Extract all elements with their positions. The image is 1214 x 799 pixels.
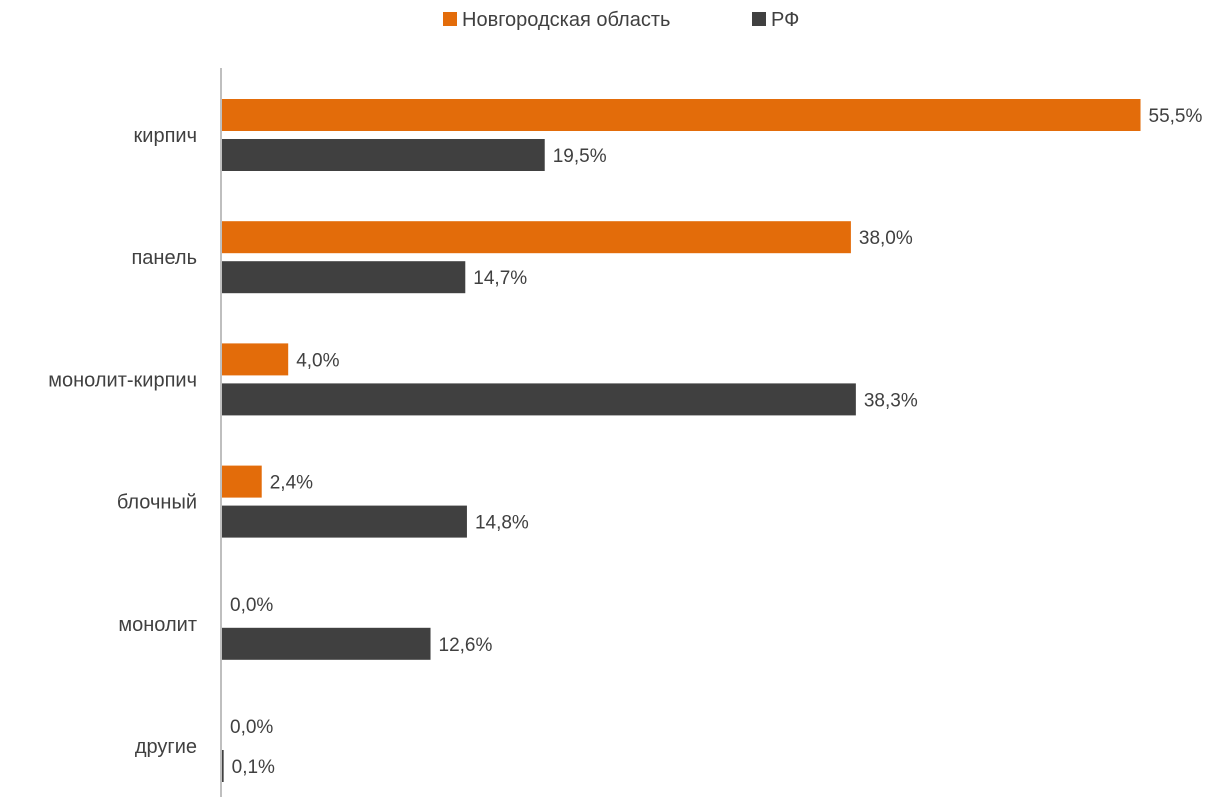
bar-rf: [222, 139, 545, 171]
legend-label-rf: РФ: [771, 9, 799, 31]
category-label: панель: [131, 247, 197, 269]
data-label-rf: 38,3%: [864, 390, 918, 411]
data-label-rf: 14,8%: [475, 513, 529, 534]
category-label: монолит-кирпич: [48, 369, 197, 391]
legend-label-novgorod: Новгородская область: [462, 9, 670, 31]
data-label-rf: 0,1%: [232, 757, 275, 778]
category-label: блочный: [117, 492, 197, 514]
category-label: монолит: [118, 614, 197, 636]
bar-rf: [222, 627, 431, 660]
data-label-rf: 14,7%: [473, 268, 527, 289]
bar-novgorod: [222, 221, 851, 254]
data-label-rf: 12,6%: [439, 635, 493, 656]
data-label-novgorod: 0,0%: [230, 717, 273, 738]
legend: Новгородская область РФ: [443, 9, 799, 31]
data-label-novgorod: 2,4%: [270, 473, 313, 494]
bar-novgorod: [222, 99, 1141, 131]
data-label-novgorod: 4,0%: [296, 350, 339, 371]
data-label-rf: 19,5%: [553, 146, 607, 167]
bar-novgorod: [222, 465, 262, 498]
data-label-novgorod: 55,5%: [1149, 106, 1203, 127]
legend-swatch-novgorod: [443, 12, 457, 26]
data-label-novgorod: 38,0%: [859, 228, 913, 249]
category-label: другие: [135, 736, 197, 758]
bar-rf: [222, 505, 467, 538]
bar-rf: [222, 383, 856, 416]
bar-rf: [222, 750, 224, 782]
bar-rf: [222, 261, 466, 294]
legend-swatch-rf: [752, 12, 766, 26]
data-label-novgorod: 0,0%: [230, 595, 273, 616]
category-label: кирпич: [134, 125, 197, 147]
bar-novgorod: [222, 343, 289, 376]
